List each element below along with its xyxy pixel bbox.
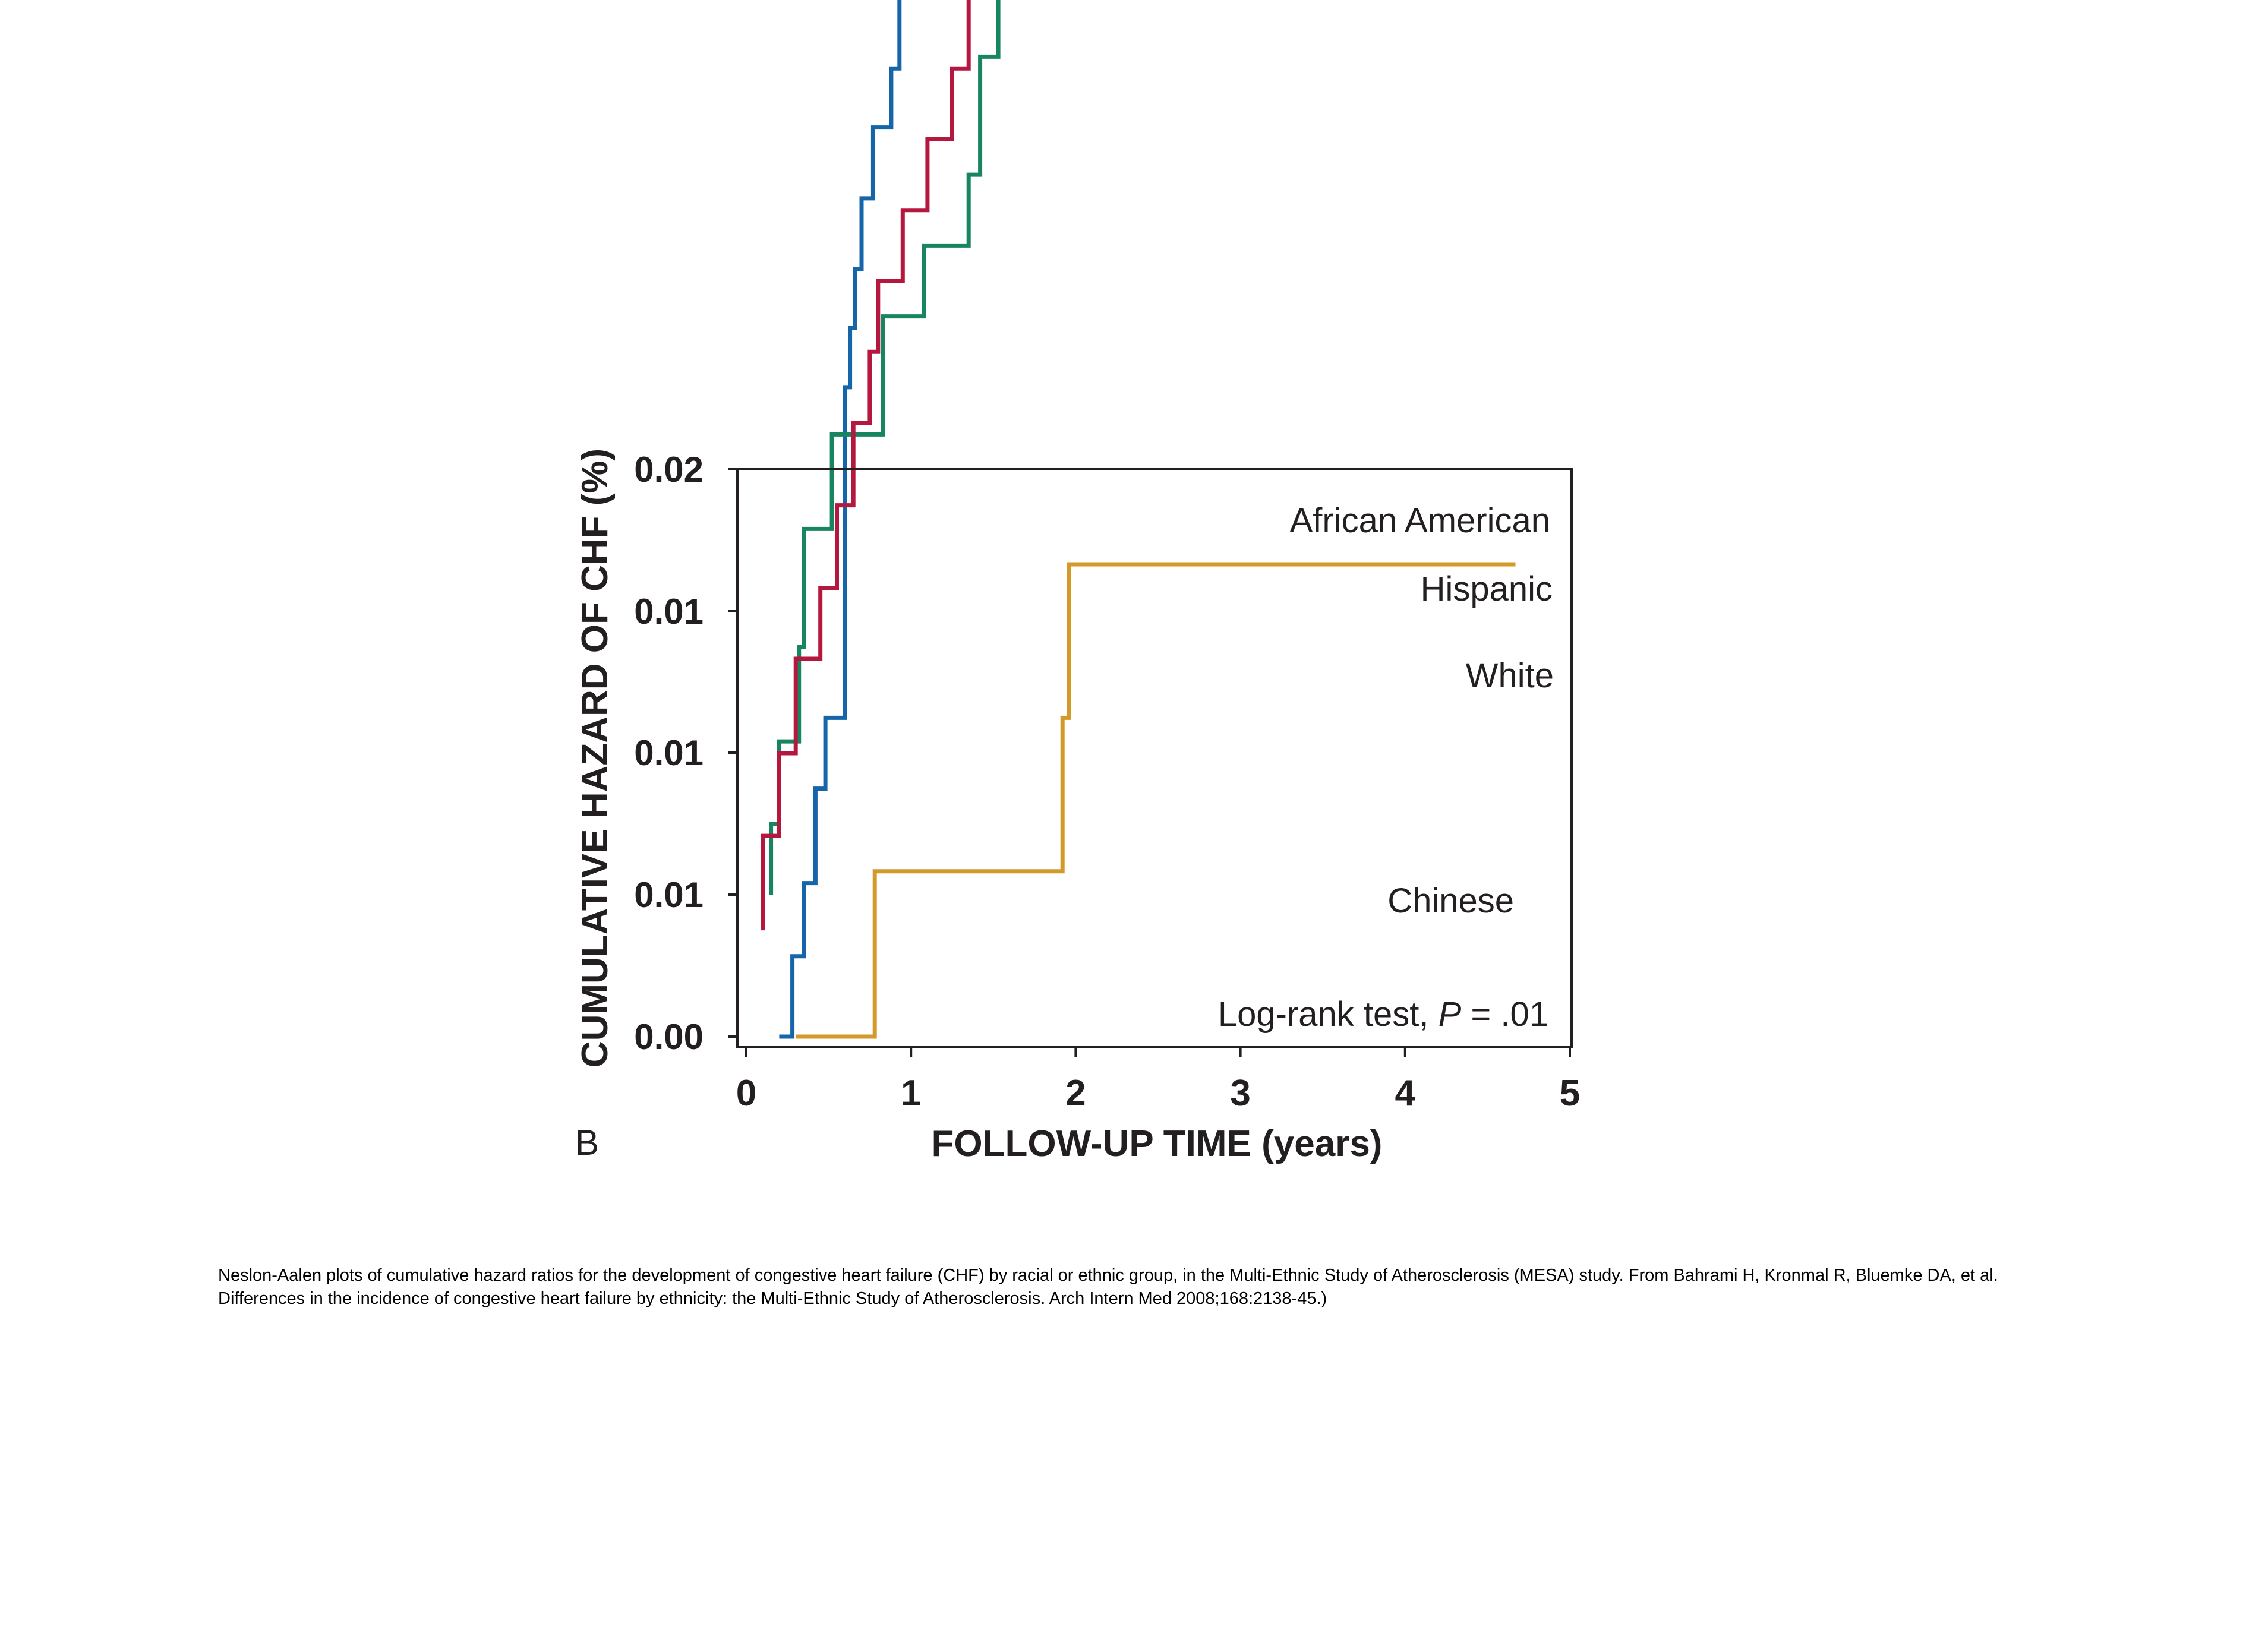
x-tick-label: 0 [736, 1073, 756, 1114]
log-rank-p-value: = .01 [1461, 995, 1548, 1034]
panel-label: B [575, 1123, 599, 1163]
white-line [761, 0, 971, 931]
y-tick-label: 0.02 [634, 450, 704, 489]
caption-line-2: Differences in the incidence of congesti… [218, 1289, 1327, 1308]
series-label-hispanic: Hispanic [1421, 570, 1553, 608]
log-rank-text: Log-rank test, [1218, 995, 1439, 1034]
hispanic-line [769, 0, 1001, 895]
y-tick-label: 0.01 [634, 733, 704, 773]
african-american-line [779, 0, 902, 1039]
y-axis-title: CUMULATIVE HAZARD OF CHF (%) [575, 448, 616, 1067]
x-tick-label: 4 [1395, 1073, 1416, 1114]
caption-line-1: Neslon-Aalen plots of cumulative hazard … [218, 1266, 1998, 1285]
y-tick-label: 0.00 [634, 1017, 704, 1057]
x-tick-label: 2 [1065, 1073, 1086, 1114]
x-axis-ticks: 0 1 2 3 4 5 [736, 1047, 1580, 1114]
figure-caption: Neslon-Aalen plots of cumulative hazard … [218, 1264, 2060, 1310]
y-axis-ticks: 0.00 0.01 0.01 0.01 0.02 [634, 450, 737, 1057]
chinese-line [796, 562, 1516, 1039]
x-tick-label: 5 [1560, 1073, 1580, 1114]
series-label-white: White [1466, 656, 1554, 695]
x-tick-label: 1 [901, 1073, 921, 1114]
series-label-chinese: Chinese [1387, 882, 1514, 920]
y-tick-label: 0.01 [634, 875, 704, 915]
series-label-african-american: African American [1290, 501, 1550, 540]
series-lines [761, 0, 1516, 1039]
log-rank-p-symbol: P [1439, 995, 1462, 1034]
plot-frame [736, 468, 1573, 1048]
x-axis-title: FOLLOW-UP TIME (years) [932, 1123, 1383, 1164]
log-rank-annotation: Log-rank test, P = .01 [1218, 995, 1548, 1034]
y-tick-label: 0.01 [634, 592, 704, 631]
x-tick-label: 3 [1230, 1073, 1250, 1114]
